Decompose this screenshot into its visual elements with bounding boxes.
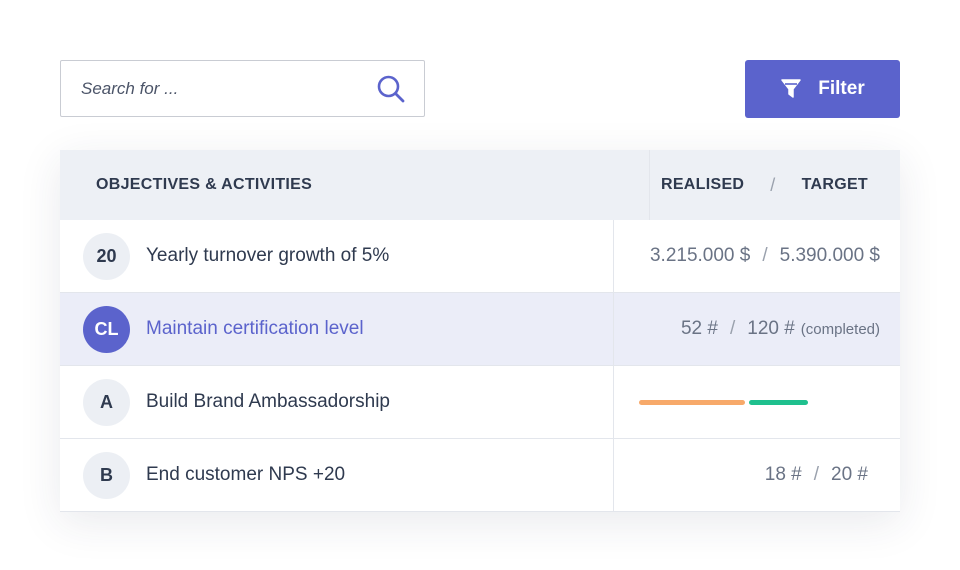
row-badge: B xyxy=(83,451,130,499)
status-suffix: (completed) xyxy=(800,320,880,338)
column-header-values: REALISED / TARGET xyxy=(650,150,900,220)
row-badge: 20 xyxy=(83,232,130,280)
row-label[interactable]: End customer NPS +20 xyxy=(146,464,346,485)
objectives-table: OBJECTIVES & ACTIVITIES REALISED / TARGE… xyxy=(60,150,900,512)
progress-segment-2 xyxy=(749,399,808,405)
row-badge: CL xyxy=(83,305,130,353)
filter-icon xyxy=(781,79,802,98)
table-row[interactable]: 20 Yearly turnover growth of 5% 3.215.00… xyxy=(60,220,900,293)
progress-segment-1 xyxy=(639,399,745,405)
search-icon[interactable] xyxy=(376,74,406,104)
search-box[interactable] xyxy=(60,60,425,117)
search-input[interactable] xyxy=(61,77,373,100)
row-label[interactable]: Maintain certification level xyxy=(146,318,364,339)
row-badge: A xyxy=(83,378,130,426)
column-header-realised[interactable]: REALISED xyxy=(660,176,745,193)
realised-value: 3.215.000 $ xyxy=(649,245,751,266)
filter-button[interactable]: Filter xyxy=(745,60,900,118)
column-header-separator: / xyxy=(770,174,776,195)
target-value: 5.390.000 $ xyxy=(779,245,880,266)
target-value: 20 # xyxy=(831,464,868,485)
value-separator: / xyxy=(813,464,820,485)
table-row[interactable]: A Build Brand Ambassadorship xyxy=(60,366,900,439)
value-separator: / xyxy=(729,318,736,339)
progress-bar xyxy=(639,399,808,405)
realised-value: 52 # xyxy=(680,318,718,339)
column-header-objectives[interactable]: OBJECTIVES & ACTIVITIES xyxy=(60,150,650,220)
table-header: OBJECTIVES & ACTIVITIES REALISED / TARGE… xyxy=(60,150,900,220)
row-label[interactable]: Build Brand Ambassadorship xyxy=(146,391,390,412)
table-row[interactable]: B End customer NPS +20 18 # / 20 # xyxy=(60,439,900,512)
filter-button-label: Filter xyxy=(818,78,865,99)
column-header-target[interactable]: TARGET xyxy=(801,176,868,193)
table-row[interactable]: CL Maintain certification level 52 # / 1… xyxy=(60,293,900,366)
target-value: 120 # xyxy=(747,318,795,339)
realised-value: 18 # xyxy=(764,464,802,485)
value-separator: / xyxy=(762,245,768,266)
row-label[interactable]: Yearly turnover growth of 5% xyxy=(146,245,390,266)
